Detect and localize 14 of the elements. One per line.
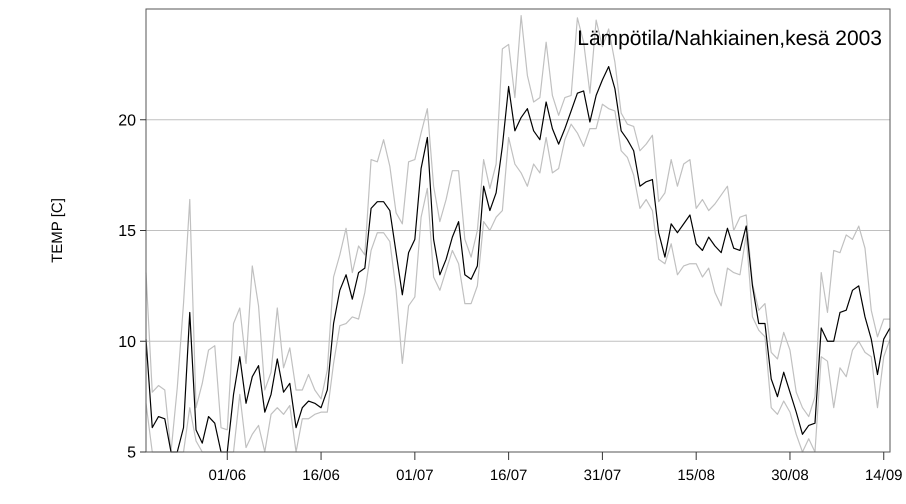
x-tick-label: 16/07 <box>490 467 528 484</box>
y-tick-label: 20 <box>118 112 136 130</box>
x-tick-label: 30/08 <box>771 467 809 484</box>
y-axis-title: TEMP [C] <box>49 198 66 263</box>
x-tick-label: 14/09 <box>864 467 903 484</box>
x-tick-label: 01/07 <box>396 467 434 484</box>
x-tick-label: 31/07 <box>584 467 622 484</box>
x-tick-label: 15/08 <box>677 467 715 484</box>
x-tick-label: 16/06 <box>302 467 340 484</box>
text: Lämpötila/Nahkiainen,kesä 2003 <box>577 27 882 50</box>
y-tick-label: 15 <box>118 223 136 240</box>
y-tick-label: 10 <box>118 334 136 351</box>
y-tick-label: 5 <box>127 444 136 462</box>
x-tick-label: 01/06 <box>208 467 246 484</box>
